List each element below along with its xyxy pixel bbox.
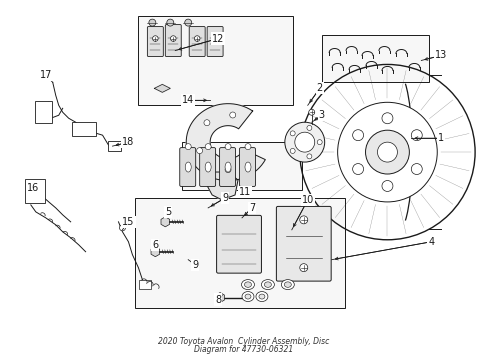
- Ellipse shape: [224, 162, 230, 172]
- Circle shape: [299, 264, 307, 272]
- Text: 1: 1: [437, 133, 444, 143]
- Circle shape: [294, 132, 314, 152]
- FancyBboxPatch shape: [165, 24, 181, 57]
- Text: 18: 18: [122, 137, 134, 147]
- Circle shape: [224, 144, 230, 150]
- FancyBboxPatch shape: [135, 198, 344, 307]
- Ellipse shape: [261, 280, 274, 289]
- Text: 14: 14: [182, 95, 194, 105]
- Circle shape: [244, 144, 250, 150]
- Circle shape: [306, 154, 311, 159]
- Circle shape: [410, 130, 422, 141]
- Polygon shape: [161, 217, 169, 227]
- Circle shape: [299, 216, 307, 224]
- Text: 2020 Toyota Avalon  Cylinder Assembly, Disc: 2020 Toyota Avalon Cylinder Assembly, Di…: [158, 337, 329, 346]
- FancyBboxPatch shape: [239, 148, 255, 186]
- FancyBboxPatch shape: [25, 179, 45, 203]
- Circle shape: [205, 144, 211, 150]
- Circle shape: [410, 163, 422, 175]
- Circle shape: [185, 144, 191, 150]
- FancyBboxPatch shape: [199, 148, 215, 186]
- Text: 5: 5: [165, 207, 171, 217]
- FancyBboxPatch shape: [72, 122, 95, 136]
- Text: 8: 8: [215, 294, 221, 305]
- FancyBboxPatch shape: [219, 148, 235, 186]
- Polygon shape: [154, 84, 170, 92]
- Circle shape: [170, 36, 176, 41]
- Text: 7: 7: [248, 203, 255, 213]
- Circle shape: [229, 112, 235, 118]
- Circle shape: [337, 102, 436, 202]
- Text: 17: 17: [40, 71, 52, 80]
- Circle shape: [166, 19, 173, 26]
- FancyBboxPatch shape: [276, 206, 330, 281]
- Text: 2: 2: [316, 84, 322, 93]
- Circle shape: [289, 131, 295, 136]
- Polygon shape: [186, 104, 265, 181]
- Circle shape: [308, 109, 314, 115]
- FancyBboxPatch shape: [207, 27, 223, 57]
- Circle shape: [212, 36, 218, 41]
- Circle shape: [365, 130, 408, 174]
- Circle shape: [148, 19, 156, 26]
- Circle shape: [352, 130, 363, 141]
- Text: 3: 3: [318, 110, 324, 120]
- Ellipse shape: [255, 292, 267, 302]
- Polygon shape: [205, 172, 238, 200]
- Circle shape: [285, 122, 324, 162]
- Circle shape: [196, 148, 202, 154]
- Text: 16: 16: [27, 183, 39, 193]
- FancyBboxPatch shape: [147, 27, 163, 57]
- Ellipse shape: [281, 280, 294, 289]
- Circle shape: [381, 180, 392, 192]
- Ellipse shape: [244, 162, 250, 172]
- FancyBboxPatch shape: [321, 35, 428, 82]
- Circle shape: [317, 140, 322, 145]
- Circle shape: [184, 19, 191, 26]
- Circle shape: [194, 36, 200, 41]
- Text: 10: 10: [301, 195, 313, 205]
- Circle shape: [352, 163, 363, 175]
- Circle shape: [289, 148, 295, 153]
- Text: 4: 4: [427, 237, 433, 247]
- FancyBboxPatch shape: [35, 101, 52, 123]
- Circle shape: [377, 142, 397, 162]
- FancyBboxPatch shape: [139, 280, 151, 289]
- Circle shape: [381, 113, 392, 124]
- Text: 9: 9: [192, 260, 198, 270]
- Text: 6: 6: [152, 240, 158, 250]
- Circle shape: [306, 125, 311, 130]
- Ellipse shape: [185, 162, 191, 172]
- Ellipse shape: [244, 282, 251, 287]
- Text: 12: 12: [211, 33, 224, 44]
- Ellipse shape: [242, 292, 253, 302]
- Text: 13: 13: [434, 50, 447, 60]
- Ellipse shape: [264, 282, 271, 287]
- FancyBboxPatch shape: [182, 142, 301, 190]
- Ellipse shape: [241, 280, 254, 289]
- FancyBboxPatch shape: [138, 15, 292, 105]
- Text: 11: 11: [238, 187, 251, 197]
- Polygon shape: [215, 293, 224, 302]
- Text: 9: 9: [222, 193, 228, 203]
- Ellipse shape: [244, 294, 250, 299]
- Circle shape: [119, 225, 125, 231]
- FancyBboxPatch shape: [107, 141, 121, 151]
- Polygon shape: [151, 247, 160, 257]
- Circle shape: [152, 36, 158, 41]
- FancyBboxPatch shape: [180, 148, 195, 186]
- Circle shape: [224, 167, 230, 173]
- Circle shape: [203, 120, 209, 126]
- Ellipse shape: [259, 294, 264, 299]
- Ellipse shape: [205, 162, 211, 172]
- FancyBboxPatch shape: [189, 27, 205, 57]
- Ellipse shape: [284, 282, 291, 287]
- FancyBboxPatch shape: [216, 215, 261, 273]
- Text: Diagram for 47730-06321: Diagram for 47730-06321: [194, 345, 293, 354]
- Text: 15: 15: [122, 217, 134, 227]
